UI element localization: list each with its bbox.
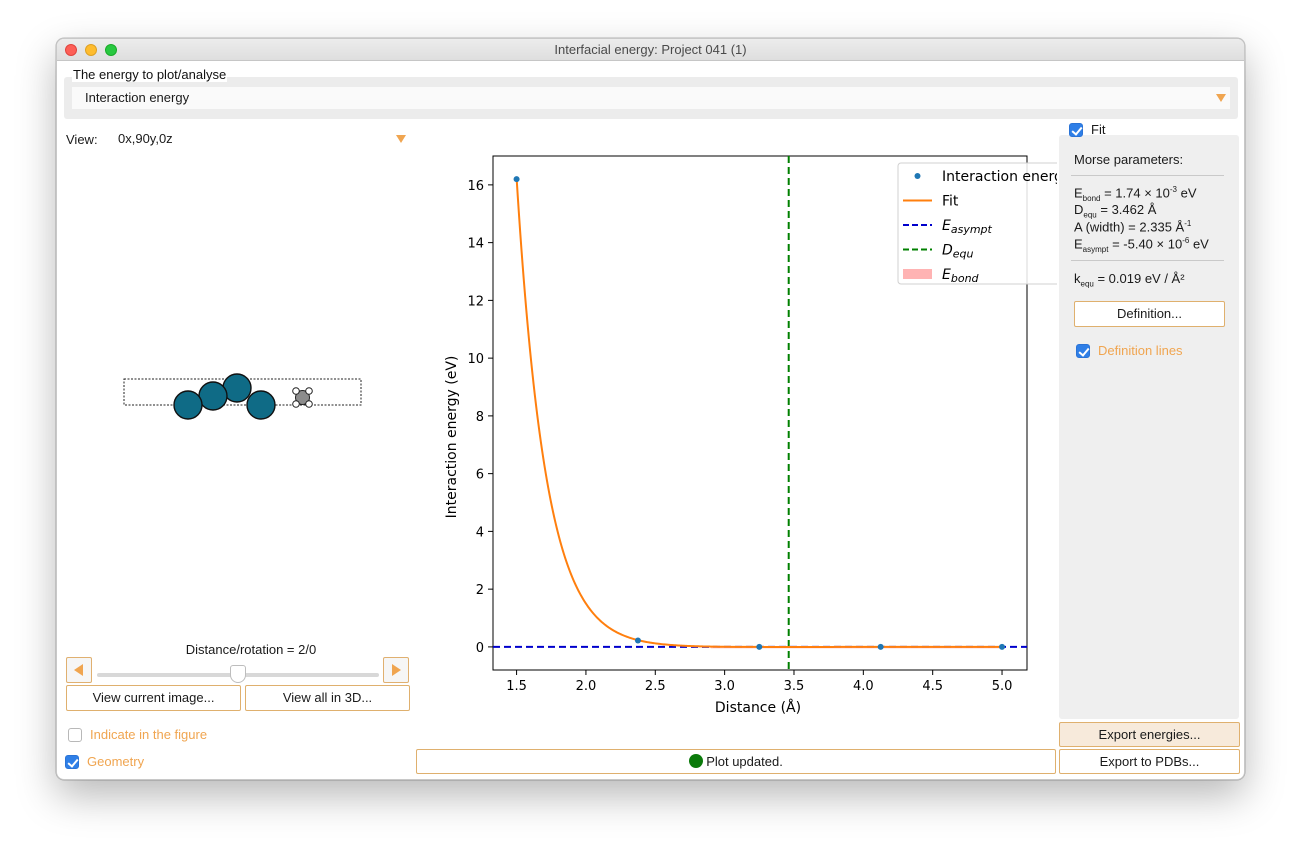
x-tick-label: 4.5 xyxy=(922,679,943,694)
arrow-left-icon xyxy=(74,664,83,676)
molecule-view xyxy=(123,373,362,420)
legend-label: Fit xyxy=(942,194,959,210)
close-window-button[interactable] xyxy=(65,44,77,56)
checkbox-checked xyxy=(1069,123,1083,137)
hydrogen-atom xyxy=(305,387,313,395)
checkbox-box xyxy=(68,728,82,742)
energy-group-label: The energy to plot/analyse xyxy=(72,67,228,82)
previous-button[interactable] xyxy=(66,657,92,683)
y-tick-label: 2 xyxy=(476,583,484,598)
y-tick-label: 10 xyxy=(467,352,484,367)
x-axis-label: Distance (Å) xyxy=(715,699,801,716)
large-atoms xyxy=(173,373,276,420)
small-molecule xyxy=(292,387,313,408)
plot-frame xyxy=(492,155,1028,671)
fit-label: Fit xyxy=(1091,122,1106,137)
x-tick-label: 3.5 xyxy=(784,679,805,694)
y-tick-label: 14 xyxy=(467,237,484,252)
y-tick-label: 4 xyxy=(476,525,484,540)
morse-parameters-heading: Morse parameters: xyxy=(1074,152,1184,167)
x-tick-label: 4.0 xyxy=(853,679,874,694)
data-point xyxy=(513,176,520,183)
x-tick-label: 5.0 xyxy=(992,679,1013,694)
hydrogen-atom xyxy=(292,400,300,408)
cell-box xyxy=(123,378,362,406)
divider xyxy=(1071,175,1224,176)
definition-button[interactable]: Definition... xyxy=(1074,301,1225,327)
view-select-value: 0x,90y,0z xyxy=(118,131,173,146)
hydrogen-atom xyxy=(305,400,313,408)
next-button[interactable] xyxy=(383,657,409,683)
legend-marker xyxy=(903,269,932,279)
y-tick-label: 16 xyxy=(467,179,484,194)
k-equ-value: kequ = 0.019 eV / Å² xyxy=(1074,271,1185,289)
x-tick-label: 2.5 xyxy=(645,679,666,694)
x-tick-label: 3.0 xyxy=(714,679,735,694)
data-point xyxy=(634,637,641,644)
atom xyxy=(198,381,228,411)
export-energies-button[interactable]: Export energies... xyxy=(1059,722,1240,747)
minimize-window-button[interactable] xyxy=(85,44,97,56)
slider-handle[interactable] xyxy=(230,665,246,683)
a-width-value: A (width) = 2.335 Å-1 xyxy=(1074,219,1192,235)
y-tick-label: 8 xyxy=(476,410,484,425)
view-current-image-button[interactable]: View current image... xyxy=(66,685,241,711)
legend-marker xyxy=(914,173,921,179)
checkbox-checked xyxy=(1076,344,1090,358)
y-axis-label: Interaction energy (eV) xyxy=(444,356,460,519)
status-text: Plot updated. xyxy=(706,754,783,769)
fit-panel xyxy=(1059,135,1239,719)
atom xyxy=(246,390,276,420)
indicate-in-figure-label: Indicate in the figure xyxy=(90,727,208,742)
export-pdbs-button[interactable]: Export to PDBs... xyxy=(1059,749,1240,774)
energy-select[interactable]: Interaction energy xyxy=(72,87,1230,109)
d-equ-value: Dequ = 3.462 Å xyxy=(1074,202,1157,220)
legend-box xyxy=(897,162,1057,285)
energy-plot: 1.5 2.0 2.5 3.0 3.5 4.0 4.5 5.0 0 2 4 6 8 10 12 14 16 In… xyxy=(444,155,1057,716)
data-point xyxy=(756,643,763,650)
distance-rotation-label: Distance/rotation = 2/0 xyxy=(185,642,317,657)
legend-label: Dequ xyxy=(942,243,974,261)
e-asympt-value: Easympt = -5.40 × 10-6 eV xyxy=(1074,236,1209,254)
divider xyxy=(1071,260,1224,261)
e-bond-value: Ebond = 1.74 × 10-3 eV xyxy=(1074,185,1197,203)
data-point xyxy=(877,643,884,650)
legend-label: Interaction energy xyxy=(942,169,1057,185)
status-bar: Plot updated. xyxy=(416,749,1056,774)
geometry-label: Geometry xyxy=(87,754,145,769)
x-tick-label: 1.5 xyxy=(506,679,527,694)
view-select[interactable]: 0x,90y,0z xyxy=(118,129,408,149)
hydrogen-atom xyxy=(292,387,300,395)
data-point xyxy=(999,643,1006,650)
chevron-down-icon xyxy=(396,135,406,143)
view-label: View: xyxy=(66,132,98,147)
checkbox-checked xyxy=(65,755,79,769)
window-title: Interfacial energy: Project 041 (1) xyxy=(554,42,747,57)
status-ok-icon xyxy=(689,754,704,768)
y-tick-label: 12 xyxy=(467,294,484,309)
energy-select-value: Interaction energy xyxy=(85,90,190,105)
y-tick-label: 0 xyxy=(476,641,484,656)
app-window: Interfacial energy: Project 041 (1) The … xyxy=(56,38,1245,780)
atom xyxy=(295,390,310,405)
legend-label: Ebond xyxy=(942,267,980,285)
x-tick-label: 2.0 xyxy=(576,679,597,694)
y-tick-label: 6 xyxy=(476,468,484,483)
atom xyxy=(173,390,203,420)
title-bar: Interfacial energy: Project 041 (1) xyxy=(57,39,1244,61)
zoom-window-button[interactable] xyxy=(105,44,117,56)
definition-lines-label: Definition lines xyxy=(1098,343,1183,358)
view-all-3d-button[interactable]: View all in 3D... xyxy=(245,685,410,711)
chevron-down-icon xyxy=(1216,94,1226,102)
arrow-right-icon xyxy=(392,664,401,676)
legend-label: Easympt xyxy=(942,218,993,236)
